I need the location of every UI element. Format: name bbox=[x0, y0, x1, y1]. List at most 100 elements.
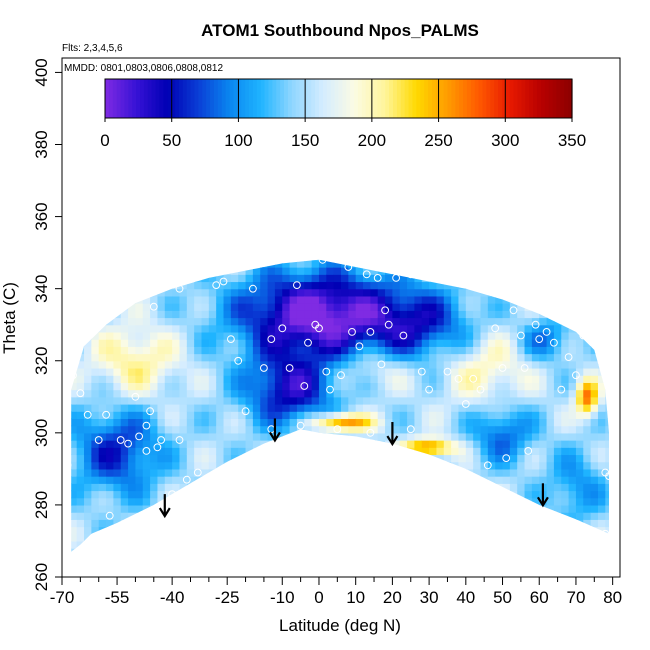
sample-point bbox=[355, 342, 364, 351]
sample-point bbox=[373, 274, 382, 282]
plot-frame bbox=[61, 57, 621, 578]
sample-point bbox=[461, 400, 470, 408]
sample-point bbox=[483, 461, 492, 470]
sample-point bbox=[406, 425, 415, 434]
x-axis: -70 -55 -40 -25 -10 0 10 20 30 40 50 60 70 80 bbox=[50, 577, 622, 607]
sample-point bbox=[344, 263, 353, 271]
colorbar-tick-label: 100 bbox=[224, 131, 252, 150]
sample-point bbox=[443, 367, 452, 376]
y-tick-label: 320 bbox=[32, 347, 51, 375]
sample-point bbox=[509, 306, 518, 315]
sample-point bbox=[531, 320, 540, 329]
sample-point bbox=[69, 371, 77, 380]
sample-point bbox=[502, 454, 511, 463]
sample-point bbox=[322, 367, 331, 376]
x-tick-label: 80 bbox=[603, 588, 622, 607]
sample-point bbox=[293, 281, 301, 290]
colorbar-tick-label: 200 bbox=[358, 131, 386, 150]
y-tick-label: 280 bbox=[32, 491, 51, 519]
sample-point bbox=[318, 255, 327, 264]
y-tick-label: 380 bbox=[32, 130, 51, 158]
sample-point bbox=[241, 407, 250, 416]
dates-note: MMDD: 0801,0803,0806,0808,0812 bbox=[64, 63, 223, 74]
sample-point bbox=[469, 374, 478, 383]
sample-point bbox=[260, 364, 268, 372]
colorbar-tick-label: 50 bbox=[162, 131, 181, 150]
y-tick-label: 360 bbox=[32, 202, 51, 230]
x-tick-label: 40 bbox=[456, 588, 475, 607]
y-tick-label: 300 bbox=[32, 419, 51, 447]
colorbar-tick-label: 350 bbox=[558, 131, 586, 150]
sample-point bbox=[517, 331, 525, 340]
x-tick-label: 10 bbox=[346, 588, 365, 607]
sample-point bbox=[278, 324, 287, 333]
flights-note: Flts: 2,3,4,5,6 bbox=[62, 43, 123, 54]
sample-point bbox=[406, 270, 415, 279]
sample-point bbox=[182, 475, 191, 484]
sample-point bbox=[267, 335, 276, 344]
sample-point bbox=[157, 436, 166, 444]
sample-point bbox=[116, 436, 125, 444]
sample-point bbox=[366, 328, 375, 336]
colorbar-tick-label: 150 bbox=[291, 131, 319, 150]
heatmap-field bbox=[71, 259, 609, 552]
sample-point bbox=[542, 328, 551, 336]
x-tick-label: -25 bbox=[215, 588, 240, 607]
sample-point bbox=[249, 284, 257, 293]
sample-point bbox=[285, 364, 294, 372]
x-tick-label: 50 bbox=[493, 588, 512, 607]
sample-point bbox=[520, 364, 529, 372]
chart-title: ATOM1 Southbound Npos_PALMS bbox=[201, 21, 479, 40]
colorbar-tick-label: 250 bbox=[424, 131, 452, 150]
sample-point bbox=[142, 447, 151, 455]
colorbar-tick-label: 0 bbox=[100, 131, 109, 150]
y-tick-label: 260 bbox=[32, 563, 51, 591]
sample-point bbox=[348, 328, 356, 336]
sample-point bbox=[601, 529, 610, 538]
sample-points bbox=[63, 255, 613, 538]
sample-point bbox=[315, 324, 323, 333]
sample-point bbox=[175, 436, 184, 444]
x-tick-label: 60 bbox=[530, 588, 549, 607]
sample-point bbox=[579, 331, 588, 340]
down-arrow-icon bbox=[536, 483, 549, 508]
arrow-markers bbox=[158, 418, 549, 519]
colorbar: 0 50 100 150 200 250 300 350 bbox=[100, 78, 586, 150]
sample-point bbox=[219, 277, 228, 286]
down-arrow-icon bbox=[386, 422, 399, 447]
x-tick-label: -70 bbox=[50, 588, 75, 607]
x-tick-label: -55 bbox=[105, 588, 130, 607]
sample-point bbox=[212, 281, 221, 290]
sample-point bbox=[535, 335, 544, 344]
x-tick-label: 0 bbox=[314, 588, 323, 607]
sample-point bbox=[550, 338, 558, 347]
x-tick-label: 30 bbox=[420, 588, 439, 607]
y-axis-label: Theta (C) bbox=[0, 282, 19, 354]
sample-point bbox=[377, 360, 386, 369]
sample-point bbox=[557, 385, 566, 394]
sample-point bbox=[564, 353, 573, 362]
sample-point bbox=[333, 425, 342, 434]
x-tick-label: -10 bbox=[270, 588, 295, 607]
down-arrow-icon bbox=[268, 418, 281, 443]
sample-point bbox=[83, 410, 92, 419]
sample-point bbox=[105, 511, 114, 520]
sample-point bbox=[153, 443, 162, 452]
sample-point bbox=[227, 335, 235, 344]
sample-point bbox=[392, 274, 401, 282]
sample-point bbox=[491, 324, 500, 333]
sample-point bbox=[124, 439, 133, 448]
sample-point bbox=[417, 367, 426, 376]
sample-point bbox=[337, 371, 345, 380]
sample-point bbox=[381, 306, 390, 315]
sample-point bbox=[142, 421, 151, 430]
sample-point bbox=[326, 385, 334, 394]
y-tick-label: 340 bbox=[32, 274, 51, 302]
sample-point bbox=[605, 472, 613, 481]
sample-point bbox=[524, 447, 533, 455]
sample-point bbox=[300, 382, 309, 390]
sample-point bbox=[131, 392, 140, 401]
sample-point bbox=[102, 410, 110, 419]
sample-point bbox=[146, 407, 155, 416]
